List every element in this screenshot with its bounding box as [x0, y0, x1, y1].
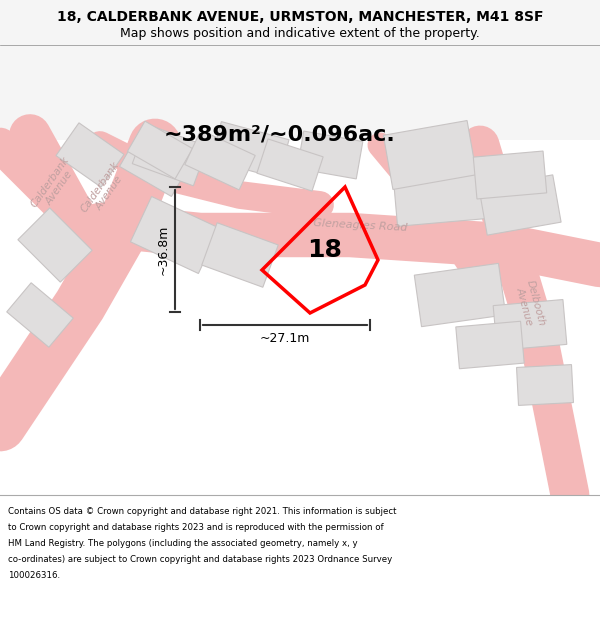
Polygon shape [393, 164, 487, 226]
Text: Delbooth
Avenue: Delbooth Avenue [514, 279, 547, 331]
Bar [0, 495, 600, 625]
Polygon shape [257, 139, 323, 191]
Polygon shape [493, 299, 567, 351]
Polygon shape [132, 124, 208, 186]
Text: Calderbank
Avenue: Calderbank Avenue [29, 154, 81, 216]
Polygon shape [456, 321, 524, 369]
Polygon shape [202, 222, 278, 288]
Polygon shape [130, 196, 220, 274]
Text: Calderbank
Avenue: Calderbank Avenue [79, 159, 131, 221]
Polygon shape [517, 364, 574, 406]
Polygon shape [56, 123, 124, 187]
Polygon shape [383, 121, 476, 189]
Text: Map shows position and indicative extent of the property.: Map shows position and indicative extent… [120, 26, 480, 39]
Polygon shape [7, 282, 73, 348]
Text: Gleneagles Road: Gleneagles Road [313, 217, 407, 232]
Polygon shape [119, 134, 190, 196]
Text: 18, CALDERBANK AVENUE, URMSTON, MANCHESTER, M41 8SF: 18, CALDERBANK AVENUE, URMSTON, MANCHEST… [57, 10, 543, 24]
Polygon shape [18, 208, 92, 282]
Text: to Crown copyright and database rights 2023 and is reproduced with the permissio: to Crown copyright and database rights 2… [8, 523, 383, 532]
Polygon shape [414, 263, 506, 327]
Polygon shape [211, 122, 289, 178]
Text: Contains OS data © Crown copyright and database right 2021. This information is : Contains OS data © Crown copyright and d… [8, 507, 397, 516]
Text: HM Land Registry. The polygons (including the associated geometry, namely x, y: HM Land Registry. The polygons (includin… [8, 539, 358, 548]
Polygon shape [185, 130, 255, 190]
Polygon shape [479, 175, 561, 235]
Text: ~36.8m: ~36.8m [157, 224, 170, 275]
Polygon shape [127, 121, 193, 179]
Text: ~389m²/~0.096ac.: ~389m²/~0.096ac. [164, 125, 396, 145]
Polygon shape [473, 151, 547, 199]
Text: 18: 18 [308, 238, 343, 262]
Text: 100026316.: 100026316. [8, 571, 60, 580]
Text: ~27.1m: ~27.1m [260, 332, 310, 346]
Polygon shape [297, 131, 363, 179]
Bar [0, 140, 600, 495]
Text: co-ordinates) are subject to Crown copyright and database rights 2023 Ordnance S: co-ordinates) are subject to Crown copyr… [8, 555, 392, 564]
